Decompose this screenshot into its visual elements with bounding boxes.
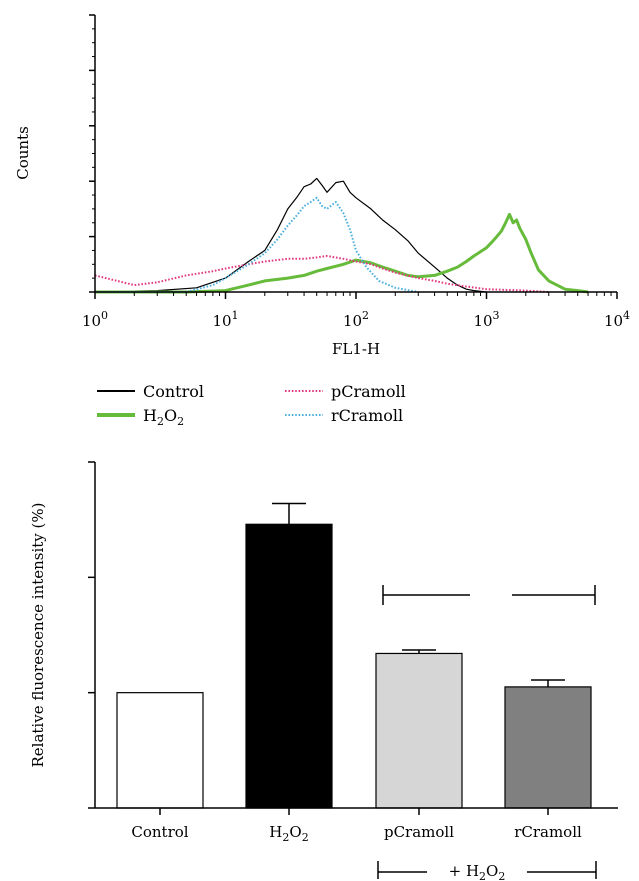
group-label-sub2: 2: [498, 870, 505, 881]
histogram-x-tick-base: 10: [604, 312, 623, 330]
histogram-y-axis-label: Counts: [14, 126, 32, 180]
histogram-series-line-3: [95, 196, 419, 293]
bar-x-tick-label-1-pre: H: [269, 823, 282, 841]
bar-group: [116, 502, 592, 809]
histogram-x-tick-exponent: 1: [232, 309, 239, 322]
bar-3: [504, 686, 592, 809]
legend-label-3: rCramoll: [331, 406, 403, 425]
histogram-x-tick-label: 104: [604, 309, 630, 330]
histogram-series-group: [94, 177, 589, 294]
group-label-sub1: 2: [479, 870, 486, 881]
bar-x-tick-label-1-mid: O: [289, 823, 301, 841]
histogram-x-tick-exponent: 2: [362, 309, 369, 322]
bar-0: [116, 692, 204, 809]
legend-label-2-pre: H: [143, 406, 157, 425]
histogram-x-tick-exponent: 0: [101, 309, 108, 322]
histogram-x-tick-label: 103: [473, 309, 499, 330]
group-label: + H2O2: [449, 862, 506, 881]
histogram-x-tick-exponent: 3: [493, 309, 500, 322]
histogram-x-tick-label: 101: [212, 309, 238, 330]
bar-x-tick-label-1-sub2: 2: [302, 831, 309, 844]
legend-label-2: H2O2: [143, 406, 184, 428]
histogram-series-line-1: [95, 212, 589, 294]
group-label-pre: + H: [449, 862, 479, 880]
bar-chart-panel: Control H2O2 pCramoll rCramoll Relative flu…: [29, 461, 618, 881]
bar-y-ticks: [88, 461, 95, 809]
group-label-mid: O: [486, 862, 498, 880]
bar-x-tick-label-2: pCramoll: [384, 823, 454, 841]
histogram-series-line-0: [94, 177, 487, 293]
bar-2: [375, 652, 463, 809]
histogram-panel: 100 101 102 103 104 Counts FL1-H: [14, 14, 630, 358]
histogram-y-ticks: [89, 14, 95, 293]
legend-label-2-sub1: 2: [157, 415, 164, 428]
bar-y-axis-label: Relative fluorescence intensity (%): [29, 502, 47, 767]
histogram-x-tick-base: 10: [473, 312, 492, 330]
bar-annotations: + H2O2: [377, 585, 597, 881]
histogram-series-line-2: [94, 255, 549, 293]
legend-label-0-pre: Control: [143, 382, 204, 401]
bar-x-ticks: Control H2O2 pCramoll rCramoll: [131, 808, 582, 844]
legend-label-2-sub2: 2: [177, 415, 184, 428]
bar-x-tick-label-1-sub1: 2: [282, 831, 289, 844]
legend-label-3-pre: rCramoll: [331, 406, 403, 425]
bar-1: [245, 523, 333, 809]
legend-label-1: pCramoll: [331, 382, 406, 401]
histogram-x-axis-label: FL1-H: [332, 340, 380, 358]
bar-x-tick-label-0: Control: [131, 823, 188, 841]
bar-x-tick-label-0-pre: Control: [131, 823, 188, 841]
bar-x-tick-label-1: H2O2: [269, 823, 308, 844]
histogram-x-tick-label: 102: [343, 309, 369, 330]
bar-x-tick-label-2-pre: pCramoll: [384, 823, 454, 841]
histogram-x-tick-label: 100: [82, 309, 108, 330]
histogram-x-ticks: 100 101 102 103 104: [82, 292, 630, 330]
legend-label-1-pre: pCramoll: [331, 382, 406, 401]
legend-label-2-mid: O: [164, 406, 177, 425]
legend-label-0: Control: [143, 382, 204, 401]
histogram-x-tick-exponent: 4: [623, 309, 630, 322]
histogram-x-tick-base: 10: [212, 312, 231, 330]
histogram-x-tick-base: 10: [82, 312, 101, 330]
bar-x-tick-label-3: rCramoll: [514, 823, 582, 841]
bar-x-tick-label-3-pre: rCramoll: [514, 823, 582, 841]
histogram-x-tick-base: 10: [343, 312, 362, 330]
